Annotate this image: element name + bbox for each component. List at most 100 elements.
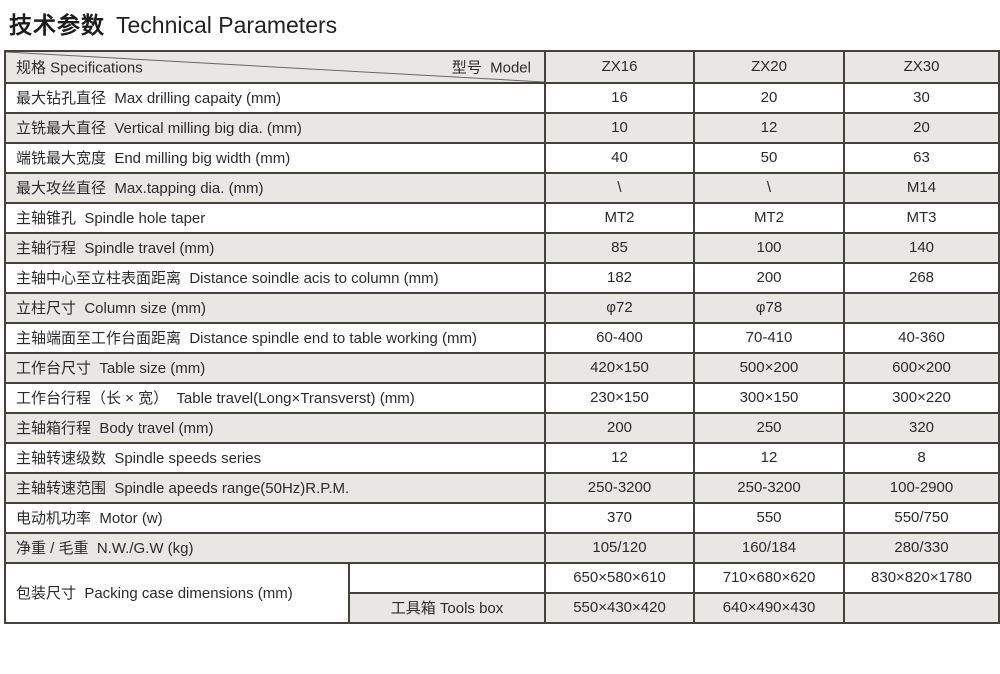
param-value-cell: φ72 [544,291,695,324]
spec-model-header-cell: 规格 Specifications 型号 Model [4,49,546,84]
param-row: 电动机功率 Motor (w) 370 550 550/750 [4,501,1000,534]
packing-value-cell: 650×580×610 [544,561,695,594]
param-row: 主轴箱行程 Body travel (mm) 200 250 320 [4,411,1000,444]
param-value-cell: 182 [544,261,695,294]
param-value-cell: \ [693,171,845,204]
param-row: 立铣最大直径 Vertical milling big dia. (mm) 10 1… [4,111,1000,144]
param-row: 端铣最大宽度 End milling big width (mm) 40 50 63 [4,141,1000,174]
param-value-cell: 20 [843,111,1000,144]
param-row: 主轴中心至立柱表面距离 Distance soindle acis to col… [4,261,1000,294]
param-value-cell: 100-2900 [843,471,1000,504]
param-value-cell: 550 [693,501,845,534]
param-value-cell: 200 [693,261,845,294]
param-value-cell: 20 [693,81,845,114]
param-row: 工作台尺寸 Table size (mm) 420×150 500×200 600×2… [4,351,1000,384]
param-label-cell: 端铣最大宽度 End milling big width (mm) [4,141,546,174]
packing-value-cell: 550×430×420 [544,591,695,624]
param-value-cell: 320 [843,411,1000,444]
param-value-cell: 200 [544,411,695,444]
param-row: 工作台行程（长 × 宽） Table travel(Long×Transvers… [4,381,1000,414]
param-value-cell: 300×150 [693,381,845,414]
param-label-cell: 主轴中心至立柱表面距离 Distance soindle acis to col… [4,261,546,294]
param-value-cell: MT2 [693,201,845,234]
param-label-cell: 立柱尺寸 Column size (mm) [4,291,546,324]
param-label-cell: 最大攻丝直径 Max.tapping dia. (mm) [4,171,546,204]
technical-parameters-table: 规格 Specifications 型号 Model ZX16 ZX20 ZX3… [4,49,1000,624]
param-value-cell: 50 [693,141,845,174]
param-label-cell: 主轴锥孔 Spindle hole taper [4,201,546,234]
spec-header-label: 规格 Specifications [16,59,143,77]
param-value-cell: 268 [843,261,1000,294]
param-label-cell: 最大钻孔直径 Max drilling capaity (mm) [4,81,546,114]
param-row: 主轴转速范围 Spindle apeeds range(50Hz)R.P.M. 2… [4,471,1000,504]
param-value-cell: 12 [693,111,845,144]
param-value-cell: 280/330 [843,531,1000,564]
packing-sublabel-cell [348,561,546,594]
param-value-cell: 105/120 [544,531,695,564]
packing-value-cell: 710×680×620 [693,561,845,594]
param-value-cell: 8 [843,441,1000,474]
param-label-cell: 工作台尺寸 Table size (mm) [4,351,546,384]
param-label-cell: 工作台行程（长 × 宽） Table travel(Long×Transvers… [4,381,546,414]
param-value-cell: 12 [544,441,695,474]
param-value-cell: 500×200 [693,351,845,384]
param-value-cell: 160/184 [693,531,845,564]
param-value-cell: 300×220 [843,381,1000,414]
param-row: 主轴行程 Spindle travel (mm) 85 100 140 [4,231,1000,264]
packing-value-cell: 640×490×430 [693,591,845,624]
param-table-body: 最大钻孔直径 Max drilling capaity (mm) 16 20 30 立铣… [4,81,1000,624]
param-value-cell: 140 [843,231,1000,264]
param-value-cell: 100 [693,231,845,264]
param-value-cell: 250 [693,411,845,444]
param-row: 最大攻丝直径 Max.tapping dia. (mm) \ \ M14 [4,171,1000,204]
packing-value-cell [843,591,1000,624]
param-value-cell: φ78 [693,291,845,324]
param-row: 主轴锥孔 Spindle hole taper MT2 MT2 MT3 [4,201,1000,234]
packing-row-machine: 包装尺寸 Packing case dimensions (mm) 650×580… [4,561,1000,624]
param-row: 主轴端面至工作台面距离 Distance spindle end to tabl… [4,321,1000,354]
param-value-cell: 16 [544,81,695,114]
param-row: 立柱尺寸 Column size (mm) φ72 φ78 [4,291,1000,324]
param-value-cell [843,291,1000,324]
page-title: 技术参数 Technical Parameters [0,0,1000,50]
param-label-cell: 主轴箱行程 Body travel (mm) [4,411,546,444]
param-value-cell: 12 [693,441,845,474]
param-value-cell: 420×150 [544,351,695,384]
param-value-cell: 230×150 [544,381,695,414]
param-value-cell: 250-3200 [693,471,845,504]
packing-value-cell: 830×820×1780 [843,561,1000,594]
param-value-cell: 370 [544,501,695,534]
param-value-cell: \ [544,171,695,204]
param-label-cell: 主轴行程 Spindle travel (mm) [4,231,546,264]
param-value-cell: 40-360 [843,321,1000,354]
param-value-cell: 70-410 [693,321,845,354]
page-title-cn: 技术参数 [9,12,105,38]
column-header-zx30: ZX30 [843,49,1000,84]
diagonal-divider-line [6,52,544,82]
param-value-cell: 63 [843,141,1000,174]
param-row: 净重 / 毛重 N.W./G.W (kg) 105/120 160/184 280/3… [4,531,1000,564]
table-header-row: 规格 Specifications 型号 Model ZX16 ZX20 ZX3… [4,49,1000,84]
param-label-cell: 立铣最大直径 Vertical milling big dia. (mm) [4,111,546,144]
param-value-cell: 550/750 [843,501,1000,534]
column-header-zx20: ZX20 [693,49,845,84]
param-value-cell: M14 [843,171,1000,204]
column-header-zx16: ZX16 [544,49,695,84]
param-value-cell: 60-400 [544,321,695,354]
param-value-cell: 85 [544,231,695,264]
param-value-cell: 250-3200 [544,471,695,504]
packing-row-tools-box: 工具箱 Tools box 550×430×420 640×490×430 [5,591,1000,624]
param-value-cell: 30 [843,81,1000,114]
model-header-label: 型号 Model [451,59,531,77]
param-label-cell: 主轴转速范围 Spindle apeeds range(50Hz)R.P.M. [4,471,546,504]
param-value-cell: MT3 [843,201,1000,234]
param-label-cell: 主轴转速级数 Spindle speeds series [4,441,546,474]
param-value-cell: 40 [544,141,695,174]
tools-box-label-cell: 工具箱 Tools box [348,591,546,624]
param-value-cell: 10 [544,111,695,144]
param-value-cell: 600×200 [843,351,1000,384]
param-value-cell: MT2 [544,201,695,234]
param-label-cell: 电动机功率 Motor (w) [4,501,546,534]
param-row: 主轴转速级数 Spindle speeds series 12 12 8 [4,441,1000,474]
page-title-en: Technical Parameters [116,12,338,38]
